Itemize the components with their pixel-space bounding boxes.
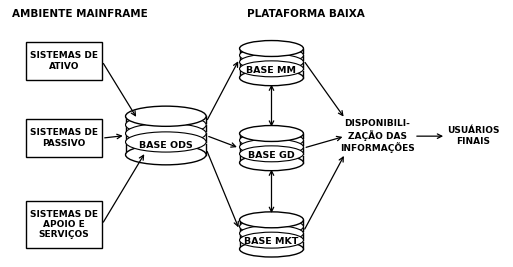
Ellipse shape (240, 41, 304, 57)
Ellipse shape (240, 146, 304, 162)
Ellipse shape (240, 225, 304, 241)
Text: DISPONIBILI-
ZAÇÃO DAS
INFORMAÇÕES: DISPONIBILI- ZAÇÃO DAS INFORMAÇÕES (340, 119, 415, 154)
Text: BASE ODS: BASE ODS (139, 141, 193, 150)
Ellipse shape (126, 106, 206, 126)
Ellipse shape (240, 61, 304, 77)
FancyBboxPatch shape (26, 119, 102, 158)
Text: BASE GD: BASE GD (248, 151, 295, 160)
Ellipse shape (240, 232, 304, 248)
Ellipse shape (240, 155, 304, 171)
FancyBboxPatch shape (26, 42, 102, 80)
Polygon shape (240, 134, 304, 163)
Ellipse shape (240, 47, 304, 63)
Text: PLATAFORMA BAIXA: PLATAFORMA BAIXA (247, 9, 365, 19)
Ellipse shape (240, 241, 304, 257)
Ellipse shape (240, 70, 304, 86)
Ellipse shape (126, 132, 206, 152)
Ellipse shape (240, 125, 304, 142)
Ellipse shape (126, 123, 206, 143)
Polygon shape (240, 49, 304, 78)
Text: AMBIENTE MAINFRAME: AMBIENTE MAINFRAME (12, 9, 148, 19)
Polygon shape (126, 116, 206, 155)
Text: BASE MM: BASE MM (247, 66, 297, 75)
Polygon shape (240, 220, 304, 249)
Ellipse shape (240, 219, 304, 235)
Text: USUÁRIOS
FINAIS: USUÁRIOS FINAIS (447, 127, 499, 146)
Ellipse shape (240, 132, 304, 148)
Ellipse shape (126, 115, 206, 135)
Text: SISTEMAS DE
PASSIVO: SISTEMAS DE PASSIVO (30, 128, 98, 148)
Ellipse shape (240, 139, 304, 155)
Ellipse shape (240, 54, 304, 70)
Ellipse shape (240, 212, 304, 228)
Text: BASE MKT: BASE MKT (244, 237, 299, 246)
Text: SISTEMAS DE
ATIVO: SISTEMAS DE ATIVO (30, 52, 98, 71)
Text: SISTEMAS DE
APOIO E
SERVIÇOS: SISTEMAS DE APOIO E SERVIÇOS (30, 210, 98, 239)
Ellipse shape (126, 145, 206, 165)
FancyBboxPatch shape (26, 201, 102, 248)
